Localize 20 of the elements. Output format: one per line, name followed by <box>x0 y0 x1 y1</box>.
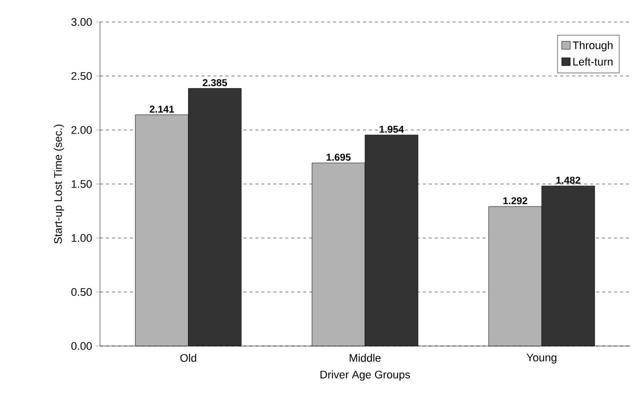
legend-label: Left-turn <box>573 58 613 66</box>
data-label: 1.954 <box>380 126 404 133</box>
y-tick-label: 0.00 <box>71 342 92 350</box>
x-axis-title: Driver Age Groups <box>320 370 410 381</box>
x-tick-label: Old <box>180 354 196 362</box>
y-tick-label: 1.50 <box>72 180 92 188</box>
y-tick-label: 1.00 <box>72 234 92 242</box>
y-tick-label: 0.50 <box>71 288 92 296</box>
data-label: 2.141 <box>150 106 174 113</box>
data-label: 2.385 <box>202 79 228 86</box>
x-tick-label: Middle <box>350 354 381 362</box>
y-tick-label: 2.00 <box>71 126 92 134</box>
y-tick-label: 2.50 <box>71 72 92 80</box>
legend-label: Through <box>572 41 613 52</box>
data-label: 1.695 <box>326 154 351 161</box>
y-tick-label: 3.00 <box>71 18 92 26</box>
data-label: 1.292 <box>503 197 528 204</box>
data-label: 1.482 <box>556 176 580 184</box>
y-axis-title: Start-up Lost Time (sec.) <box>54 124 64 244</box>
x-tick-label: Young <box>526 354 556 364</box>
